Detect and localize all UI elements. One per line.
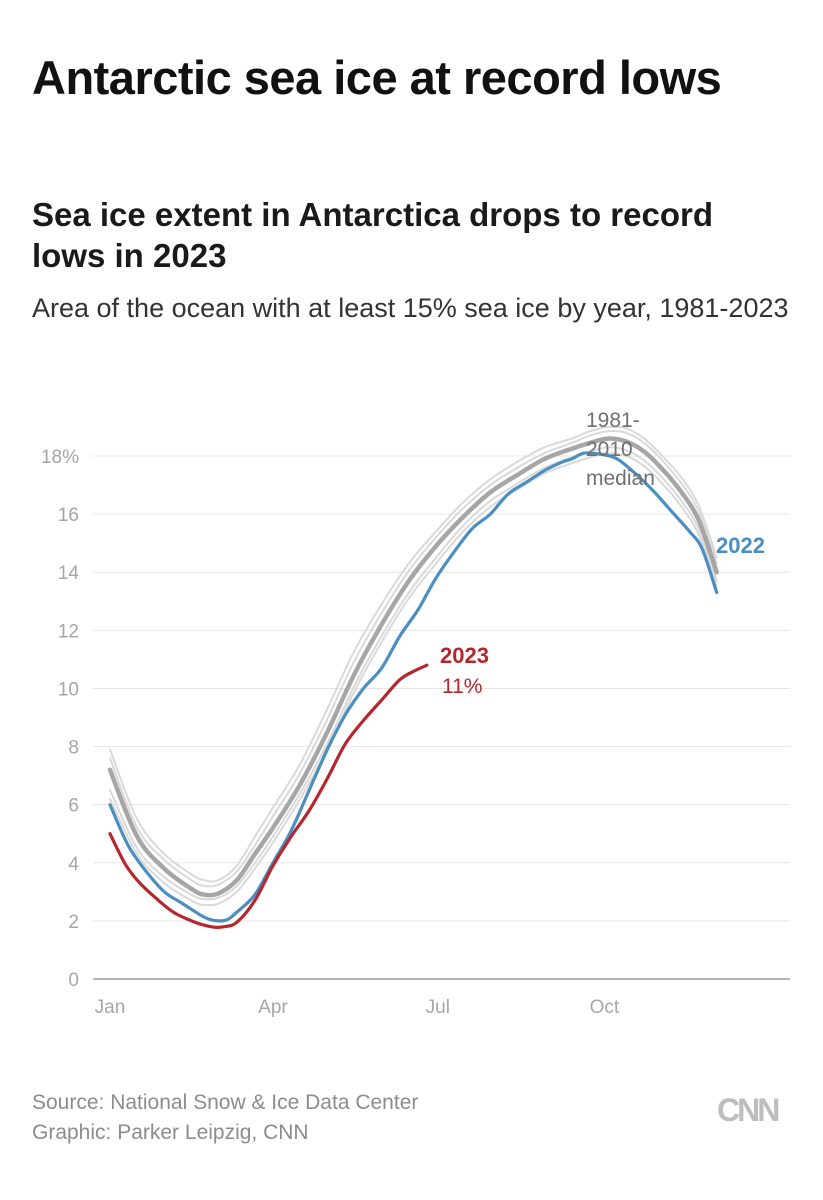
x-tick-label: Oct: [590, 997, 620, 1018]
x-tick-label: Apr: [258, 997, 288, 1018]
chart-title: Sea ice extent in Antarctica drops to re…: [32, 196, 713, 274]
label-2023: 2023: [440, 643, 489, 668]
y-tick-label: 6: [68, 796, 79, 817]
median-label-line-1: 1981-: [586, 409, 640, 432]
median-label-line-3: median: [586, 467, 655, 490]
graphic-credit: Graphic: Parker Leipzig, CNN: [32, 1121, 309, 1145]
y-tick-label: 12: [58, 621, 79, 642]
x-tick-label: Jan: [95, 997, 126, 1018]
y-tick-label: 4: [68, 854, 79, 875]
label-2022: 2022: [716, 533, 765, 558]
y-tick-label: 8: [68, 738, 79, 759]
value-2023: 11%: [442, 675, 482, 698]
series-line-1981-2010-band-3: [109, 446, 718, 901]
y-tick-label: 0: [68, 970, 79, 991]
series-line-1981-2010-band-2: [109, 430, 718, 888]
gridlines: [93, 455, 790, 980]
chart-subtitle: Area of the ocean with at least 15% sea …: [32, 293, 789, 323]
series-line-1981-2010-band-upper: [109, 425, 718, 883]
series-line-1981-2010-band-lower: [109, 452, 718, 907]
x-tick-label: Jul: [426, 997, 450, 1018]
series-line-2022: [108, 451, 719, 923]
footer-credits: Source: National Snow & Ice Data Center …: [32, 1088, 418, 1149]
sea-ice-chart: 0 2 4 6 8 10 12 14 16 18% Jan Apr Jul Oct 2023 11% 2…: [41, 409, 790, 1018]
y-tick-label: 10: [58, 679, 79, 700]
cnn-logo: CNN: [717, 1092, 780, 1128]
series-line-1981-2010-median: [107, 436, 719, 898]
series-line-2023: [108, 663, 429, 930]
y-tick-label: 2: [68, 912, 79, 933]
median-label-line-2: 2010: [586, 438, 633, 461]
y-tick-label: 16: [58, 505, 79, 526]
x-axis-ticks: Jan Apr Jul Oct: [95, 997, 620, 1018]
series-lines: [107, 425, 719, 930]
y-axis-ticks: 0 2 4 6 8 10 12 14 16 18%: [41, 447, 79, 991]
source-note: Source: National Snow & Ice Data Center: [32, 1091, 419, 1114]
y-tick-label: 18%: [41, 447, 79, 468]
y-tick-label: 14: [58, 563, 80, 584]
annotations: 2023 11% 2022 1981- 2010 median: [440, 409, 765, 698]
headline: Antarctic sea ice at record lows: [32, 51, 722, 104]
